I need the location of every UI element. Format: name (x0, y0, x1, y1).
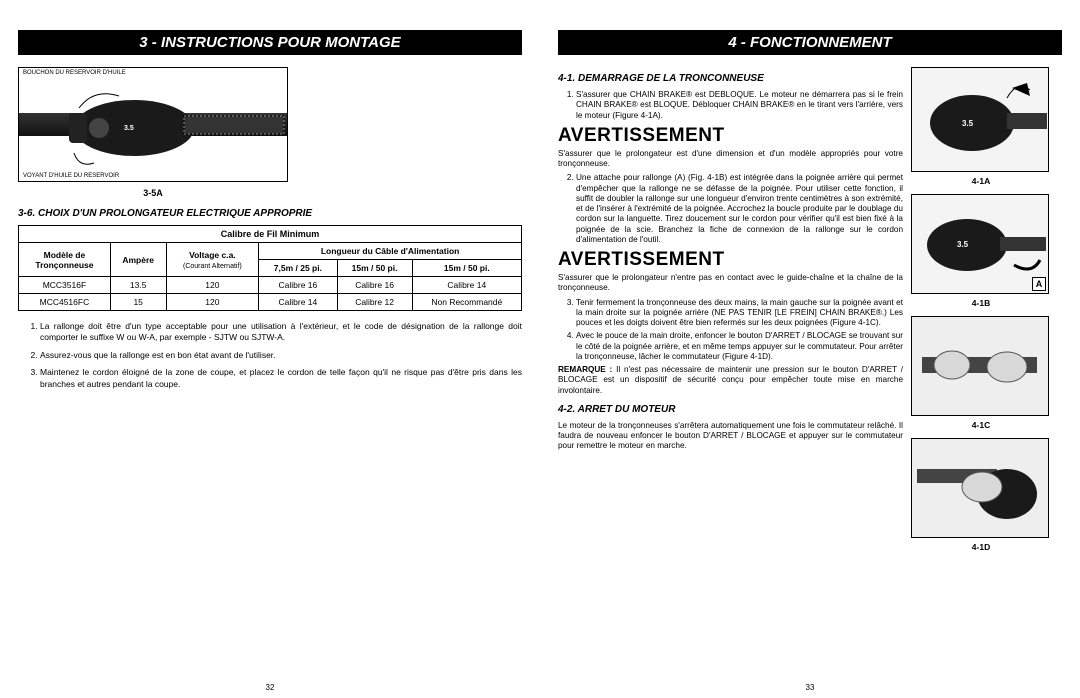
svg-text:3.5: 3.5 (124, 125, 134, 132)
fig-label-1: BOUCHON DU RESERVOIR D'HUILE (23, 70, 126, 76)
sub-4-2-text: Le moteur de la tronçonneuses s'arrêtera… (558, 421, 903, 452)
chainsaw-cord-icon: 3.5 (912, 195, 1048, 293)
notes-list: La rallonge doit être d'un type acceptab… (18, 321, 522, 390)
col-model-2: Tronçonneuse (35, 260, 93, 270)
note-item: La rallonge doit être d'un type acceptab… (40, 321, 522, 344)
col-volt-2: (Courant Alternatif) (183, 263, 242, 270)
fig-cap-4-1b: 4-1B (911, 298, 1051, 308)
cell: 120 (166, 277, 259, 294)
cell: Calibre 14 (259, 294, 337, 311)
col-len-title: Longueur du Câble d'Alimentation (259, 243, 522, 260)
figure-4-1d (911, 438, 1049, 538)
col-model: Modèle de Tronçonneuse (19, 243, 111, 277)
cell: Calibre 16 (337, 277, 412, 294)
fig-caption-35a: 3-5A (18, 188, 288, 198)
left-header: 3 - INSTRUCTIONS POUR MONTAGE (18, 30, 522, 55)
figure-4-1b: 3.5 A (911, 194, 1049, 294)
text-column: 4-1. DEMARRAGE DE LA TRONCONNEUSE S'assu… (558, 67, 903, 560)
figure-4-1c (911, 316, 1049, 416)
cell: MCC4516FC (19, 294, 111, 311)
note-item: Assurez-vous que la rallonge est en bon … (40, 350, 522, 361)
page-left: 3 - INSTRUCTIONS POUR MONTAGE 3.5 BOUCHO… (0, 0, 540, 698)
remarque-label: REMARQUE : (558, 365, 612, 374)
subheading-4-1: 4-1. DEMARRAGE DE LA TRONCONNEUSE (558, 73, 903, 84)
steps-list-1: S'assurer que CHAIN BRAKE® est DEBLOQUE.… (558, 90, 903, 121)
table-row: MCC4516FC 15 120 Calibre 14 Calibre 12 N… (19, 294, 522, 311)
figure-4-1a: 3.5 (911, 67, 1049, 172)
col-volt-1: Voltage c.a. (189, 250, 236, 260)
cell: Calibre 16 (259, 277, 337, 294)
step-item: Une attache pour rallonge (A) (Fig. 4-1B… (576, 173, 903, 245)
cell: Non Recommandé (412, 294, 521, 311)
note-item: Maintenez le cordon éloigné de la zone d… (40, 367, 522, 390)
cell: 15 (110, 294, 166, 311)
fig-cap-4-1a: 4-1A (911, 176, 1051, 186)
table-row: MCC3516F 13.5 120 Calibre 16 Calibre 16 … (19, 277, 522, 294)
page-number-left: 32 (266, 683, 275, 692)
fig-label-2: VOYANT D'HUILE DU RESERVOIR (23, 173, 119, 179)
trigger-press-icon (912, 439, 1048, 537)
warning-2: AVERTISSEMENT (558, 249, 903, 271)
steps-list-2: Une attache pour rallonge (A) (Fig. 4-1B… (558, 173, 903, 245)
cell: Calibre 12 (337, 294, 412, 311)
svg-text:3.5: 3.5 (962, 119, 974, 128)
fig-cap-4-1c: 4-1C (911, 420, 1051, 430)
fig-cap-4-1d: 4-1D (911, 542, 1051, 552)
col-volt: Voltage c.a. (Courant Alternatif) (166, 243, 259, 277)
chainsaw-side-icon: 3.5 (912, 68, 1048, 171)
chainsaw-illustration: 3.5 (19, 68, 287, 181)
figure-column: 3.5 4-1A 3.5 A 4-1B (911, 67, 1051, 560)
right-header: 4 - FONCTIONNEMENT (558, 30, 1062, 55)
badge-a: A (1032, 277, 1046, 291)
warning-1: AVERTISSEMENT (558, 125, 903, 147)
subheading-3-6: 3-6. CHOIX D'UN PROLONGATEUR ELECTRIQUE … (18, 208, 522, 219)
cell: 13.5 (110, 277, 166, 294)
cell: Calibre 14 (412, 277, 521, 294)
page-number-right: 33 (806, 683, 815, 692)
subheading-4-2: 4-2. ARRET DU MOTEUR (558, 404, 903, 415)
page-right: 4 - FONCTIONNEMENT 4-1. DEMARRAGE DE LA … (540, 0, 1080, 698)
cell: MCC3516F (19, 277, 111, 294)
warning-1-text: S'assurer que le prolongateur est d'une … (558, 149, 903, 170)
step-item: Tenir fermement la tronçonneuse des deux… (576, 298, 903, 329)
cell: 120 (166, 294, 259, 311)
right-columns: 4-1. DEMARRAGE DE LA TRONCONNEUSE S'assu… (558, 67, 1062, 560)
remarque: REMARQUE : Il n'est pas nécessaire de ma… (558, 365, 903, 396)
col-amp: Ampère (110, 243, 166, 277)
step-item: S'assurer que CHAIN BRAKE® est DEBLOQUE.… (576, 90, 903, 121)
step-item: Avec le pouce de la main droite, enfonce… (576, 331, 903, 362)
col-len-c: 15m / 50 pi. (412, 260, 521, 277)
col-model-1: Modèle de (44, 250, 86, 260)
spec-table: Calibre de Fil Minimum Modèle de Tronçon… (18, 225, 522, 311)
table-title: Calibre de Fil Minimum (19, 226, 522, 243)
warning-2-text: S'assurer que le prolongateur n'entre pa… (558, 273, 903, 294)
figure-3-5a: 3.5 BOUCHON DU RESERVOIR D'HUILE VOYANT … (18, 67, 288, 182)
steps-list-3: Tenir fermement la tronçonneuse des deux… (558, 298, 903, 363)
col-len-a: 7,5m / 25 pi. (259, 260, 337, 277)
svg-text:3.5: 3.5 (957, 240, 969, 249)
col-len-b: 15m / 50 pi. (337, 260, 412, 277)
hands-grip-icon (912, 317, 1048, 415)
